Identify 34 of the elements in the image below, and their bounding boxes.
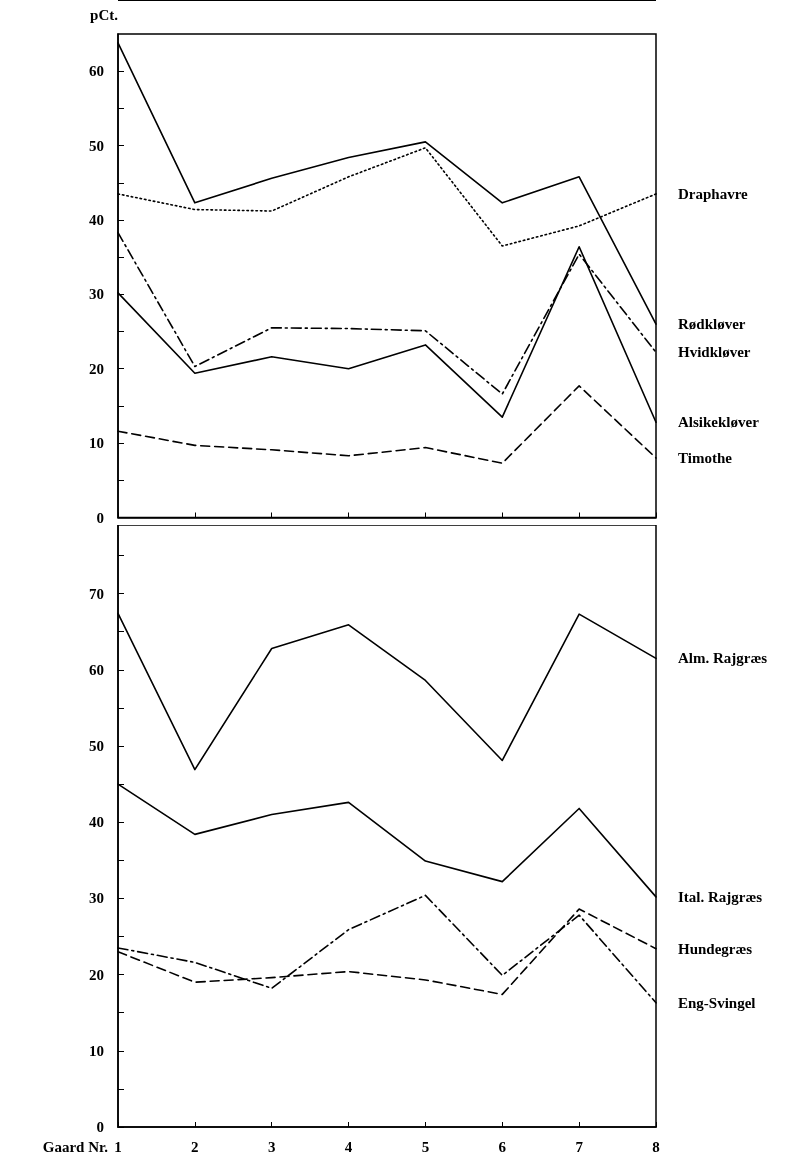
y-tick-label: 40	[89, 814, 104, 831]
y-tick-label: 50	[89, 137, 104, 154]
x-tick-label: 1	[114, 1138, 122, 1155]
series-label: Eng-Svingel	[678, 994, 756, 1011]
y-axis-title: pCt.	[90, 6, 119, 23]
y-tick-label: 70	[89, 585, 104, 602]
series-label: Alm. Rajgræs	[678, 650, 768, 667]
x-tick-label: 2	[191, 1138, 199, 1155]
series-label: Timothe	[678, 449, 733, 466]
series-label: Rødkløver	[678, 316, 746, 333]
x-tick-label: 5	[421, 1138, 430, 1155]
series-label: Alsikekløver	[678, 414, 760, 431]
y-tick-label: 0	[96, 509, 104, 526]
y-tick-label: 30	[89, 890, 104, 907]
y-tick-label: 40	[89, 211, 104, 228]
y-tick-label: 10	[89, 435, 104, 452]
x-axis-title: Gaard Nr.	[42, 1138, 109, 1155]
y-tick-label: 0	[96, 1119, 104, 1135]
x-tick-label: 6	[498, 1138, 507, 1155]
y-tick-label: 60	[89, 63, 104, 80]
x-tick-label: 4	[344, 1138, 353, 1155]
series-label: Hundegræs	[678, 940, 753, 957]
y-tick-label: 30	[89, 286, 104, 303]
series-label: Ital. Rajgræs	[678, 888, 763, 905]
x-tick-label: 8	[652, 1138, 660, 1155]
series-label: Draphavre	[678, 185, 749, 202]
y-tick-label: 20	[89, 966, 104, 983]
y-tick-label: 20	[89, 360, 104, 377]
y-tick-label: 10	[89, 1042, 104, 1059]
x-tick-label: 7	[575, 1138, 584, 1155]
series-label: Hvidkløver	[678, 344, 751, 361]
x-tick-label: 3	[267, 1138, 276, 1155]
y-tick-label: 50	[89, 737, 104, 754]
y-tick-label: 60	[89, 661, 104, 678]
